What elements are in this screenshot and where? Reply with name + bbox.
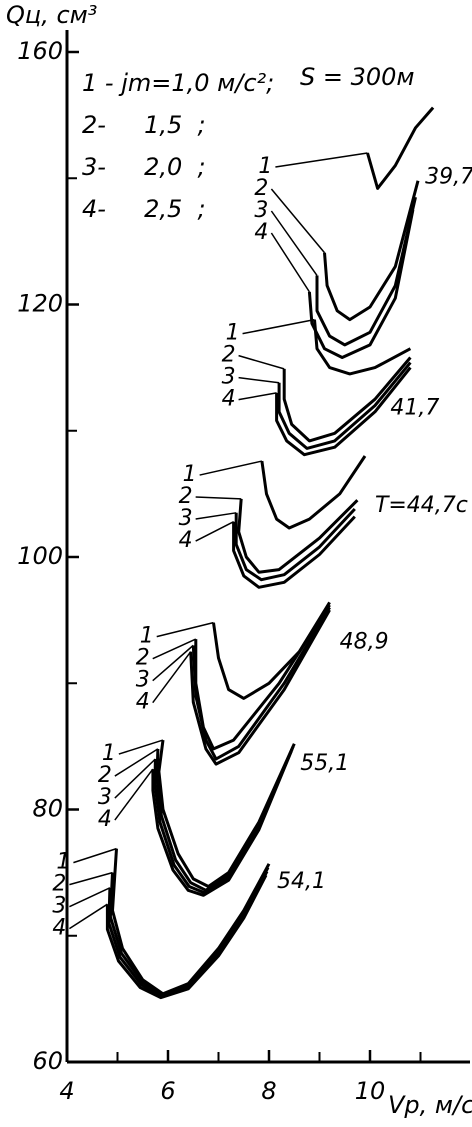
group-label: 39,7 xyxy=(425,165,472,190)
curve xyxy=(212,601,331,700)
leader-line xyxy=(69,887,111,908)
curve-label: 4 xyxy=(222,387,236,412)
curve-label: 3 xyxy=(52,894,66,919)
curve-label: 4 xyxy=(98,807,112,832)
curve xyxy=(275,366,412,457)
curve-label: 4 xyxy=(179,528,193,553)
curve-label: 4 xyxy=(136,690,150,715)
x-tick-label: 4 xyxy=(59,1077,74,1105)
y-tick-label: 120 xyxy=(17,290,63,318)
leader-line xyxy=(114,748,159,777)
curve xyxy=(234,507,356,582)
leader-line xyxy=(156,621,214,638)
curve-label: 1 xyxy=(226,321,240,346)
leader-line xyxy=(275,152,368,168)
curve-label: 2 xyxy=(222,343,236,368)
legend-entry: 4- 2,5 ; xyxy=(82,195,206,223)
x-axis-label: Vр, м/с xyxy=(388,1091,472,1119)
y-tick-label: 100 xyxy=(17,542,63,570)
x-tick-label: 6 xyxy=(160,1077,175,1105)
leader-line xyxy=(69,871,113,886)
curve xyxy=(151,750,293,897)
group-label: 55,1 xyxy=(300,751,349,776)
curve xyxy=(237,498,359,574)
leader-line xyxy=(152,651,192,704)
curve-label: 1 xyxy=(102,741,116,766)
curve-label: 2 xyxy=(136,646,150,671)
curve-label: 3 xyxy=(222,365,236,390)
curve xyxy=(277,361,412,450)
group-label: 41,7 xyxy=(390,396,439,421)
leader-line xyxy=(152,638,197,660)
curve xyxy=(194,604,331,751)
leader-line xyxy=(238,376,280,384)
curve-label: 1 xyxy=(183,462,197,487)
group-label: T=44,7c xyxy=(375,493,468,518)
leader-line xyxy=(114,758,156,799)
leader-line xyxy=(270,232,311,293)
curve-label: 1 xyxy=(140,624,154,649)
y-tick-label: 160 xyxy=(17,37,63,65)
curve-label: 3 xyxy=(98,785,112,810)
curve-label: 3 xyxy=(136,668,150,693)
curve xyxy=(323,180,420,322)
leader-line xyxy=(270,210,318,276)
y-axis-label: Qц, см³ xyxy=(6,1,97,29)
curve-label: 4 xyxy=(52,916,66,941)
legend-entry: 2- 1,5 ; xyxy=(82,111,206,139)
y-tick-label: 80 xyxy=(32,795,63,823)
leader-line xyxy=(270,188,326,254)
curve-label: 1 xyxy=(258,154,272,179)
curve-label: 1 xyxy=(56,850,70,875)
leader-line xyxy=(238,392,277,401)
leader-line xyxy=(114,768,154,821)
group-label: 48,9 xyxy=(340,629,389,654)
curve-label: 3 xyxy=(179,506,193,531)
curve xyxy=(307,209,415,359)
leader-line xyxy=(238,354,285,370)
curve xyxy=(260,455,367,530)
curve xyxy=(315,196,417,347)
curve xyxy=(105,874,268,1000)
curve xyxy=(232,515,356,589)
curve xyxy=(313,319,412,376)
curve-label: 2 xyxy=(254,176,268,201)
leader-line xyxy=(195,512,237,520)
leader-line xyxy=(68,903,108,930)
leader-line xyxy=(195,496,242,500)
y-tick-label: 60 xyxy=(32,1047,63,1075)
x-tick-label: 8 xyxy=(261,1077,276,1105)
curve xyxy=(366,106,435,190)
annotation: S = 300м xyxy=(300,63,415,91)
leader-line xyxy=(152,644,194,682)
curve-label: 3 xyxy=(254,198,268,223)
x-tick-label: 10 xyxy=(355,1077,386,1105)
leader-line xyxy=(195,520,234,542)
group-label: 54,1 xyxy=(277,869,326,894)
legend-entry: 1 - jm=1,0 м/с²; xyxy=(82,69,274,97)
curve-label: 2 xyxy=(98,763,112,788)
curve-label: 2 xyxy=(52,872,66,897)
curve-label: 2 xyxy=(179,484,193,509)
legend-entry: 3- 2,0 ; xyxy=(82,153,206,181)
curve-label: 4 xyxy=(254,220,268,245)
leader-line xyxy=(199,460,263,476)
curve xyxy=(189,609,331,766)
leader-line xyxy=(242,318,315,335)
curve xyxy=(191,606,331,761)
curve xyxy=(282,356,412,443)
leader-line xyxy=(118,739,164,755)
leader-line xyxy=(73,847,117,864)
